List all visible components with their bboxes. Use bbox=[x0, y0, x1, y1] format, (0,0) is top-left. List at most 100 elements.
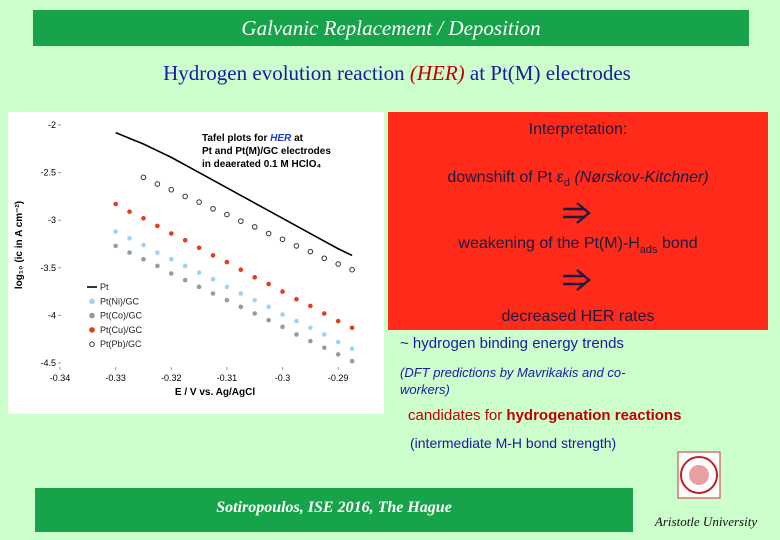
series-point bbox=[224, 211, 230, 218]
series-point bbox=[280, 324, 285, 330]
text: (DFT predictions by Mavrikakis and co- bbox=[400, 365, 626, 380]
series-point bbox=[308, 325, 313, 331]
series-point bbox=[141, 256, 146, 262]
series-point bbox=[335, 318, 341, 324]
subscript: d bbox=[564, 177, 570, 189]
series-point bbox=[127, 250, 132, 255]
x-tick-label: -0.32 bbox=[161, 373, 182, 383]
series-point bbox=[265, 230, 272, 237]
series-point bbox=[127, 235, 132, 241]
series-point bbox=[335, 261, 341, 267]
interpretation-heading: Interpretation: bbox=[529, 121, 628, 138]
series-point bbox=[349, 266, 355, 273]
series-point bbox=[224, 259, 230, 265]
text: (Nørskov-Kitchner) bbox=[574, 169, 708, 186]
series-point bbox=[141, 215, 146, 221]
series-point bbox=[266, 304, 271, 310]
legend-swatch bbox=[89, 298, 95, 305]
text: downshift of Pt ε bbox=[447, 169, 564, 186]
series-point bbox=[196, 270, 202, 275]
chart-panel bbox=[8, 112, 384, 414]
series-point bbox=[308, 338, 313, 344]
series-point bbox=[196, 284, 202, 290]
series-point bbox=[321, 311, 327, 316]
series-point bbox=[196, 245, 202, 251]
series-point bbox=[127, 209, 132, 214]
series-point bbox=[321, 332, 327, 337]
text: bond bbox=[662, 235, 698, 252]
annotation-text: at bbox=[294, 133, 304, 144]
series-point bbox=[168, 231, 174, 236]
chart: log₁₀ (ic in A cm⁻²) E / V vs. Ag/AgCl T… bbox=[8, 112, 384, 414]
legend-swatch bbox=[89, 327, 95, 333]
series-point bbox=[210, 253, 216, 258]
logo bbox=[677, 451, 721, 499]
series-point bbox=[238, 304, 244, 310]
series-point bbox=[210, 205, 216, 212]
series-point bbox=[224, 284, 230, 290]
footer-bar bbox=[35, 488, 633, 532]
series-point bbox=[154, 181, 161, 187]
text: weakening of the Pt(M)-H bbox=[457, 235, 639, 252]
series-point bbox=[252, 275, 258, 280]
legend-label: Pt(Cu)/GC bbox=[100, 325, 143, 335]
series-point bbox=[294, 318, 299, 324]
logo-ring bbox=[680, 456, 718, 494]
x-tick-label: -0.34 bbox=[50, 373, 71, 383]
series-point bbox=[349, 346, 355, 352]
series-point bbox=[252, 311, 258, 316]
interpretation-line: decreased HER rates bbox=[502, 308, 655, 325]
series-point bbox=[182, 263, 188, 269]
subtitle-lead: Hydrogen evolution reaction bbox=[163, 61, 405, 85]
subtitle-tail: at Pt(M) electrodes bbox=[470, 61, 631, 85]
series-point bbox=[294, 332, 299, 337]
series-point bbox=[252, 297, 258, 303]
chart-annotation: Tafel plots for HER at Pt and Pt(M)/GC e… bbox=[202, 133, 334, 170]
annotation-text: Pt and Pt(M)/GC electrodes bbox=[202, 146, 331, 157]
interpretation-line: weakening of the Pt(M)-Hads bond bbox=[457, 235, 697, 257]
x-tick-label: -0.29 bbox=[328, 373, 349, 383]
series-point bbox=[196, 199, 202, 205]
interpretation-line: downshift of Pt εd (Nørskov-Kitchner) bbox=[447, 169, 708, 190]
series-point bbox=[168, 256, 174, 262]
series-point bbox=[308, 303, 313, 309]
annotation-her: HER bbox=[270, 133, 292, 144]
series-point bbox=[335, 352, 341, 357]
arrow bbox=[563, 269, 591, 291]
y-tick-label: -4 bbox=[48, 310, 56, 320]
annotation-text: in deaerated 0.1 M HClO₄ bbox=[202, 159, 321, 170]
subtitle: Hydrogen evolution reaction (HER) at Pt(… bbox=[163, 61, 631, 85]
title-bar bbox=[33, 10, 749, 46]
x-tick-label: -0.31 bbox=[217, 373, 238, 383]
series-line bbox=[115, 131, 353, 257]
logo-head bbox=[689, 465, 709, 485]
annotation-text: Tafel plots for bbox=[202, 133, 267, 144]
title: Galvanic Replacement / Deposition bbox=[241, 16, 540, 40]
series-point bbox=[113, 243, 118, 249]
y-tick-label: -4.5 bbox=[40, 358, 56, 368]
series-point bbox=[140, 174, 147, 181]
x-tick-label: -0.33 bbox=[105, 373, 126, 383]
series-point bbox=[307, 248, 314, 255]
series-point bbox=[280, 289, 285, 294]
series-point bbox=[321, 345, 327, 351]
note: (intermediate M-H bond strength) bbox=[410, 435, 616, 451]
text: hydrogenation reactions bbox=[506, 407, 681, 424]
y-tick-label: -3.5 bbox=[40, 263, 56, 273]
series-point bbox=[113, 229, 118, 234]
y-tick-label: -3 bbox=[48, 215, 56, 225]
series-point bbox=[155, 263, 160, 269]
legend-label: Pt(Co)/GC bbox=[100, 311, 143, 321]
series-point bbox=[279, 236, 286, 243]
text: workers) bbox=[400, 382, 450, 397]
series-point bbox=[182, 193, 188, 200]
series-point bbox=[335, 339, 341, 345]
footer-institution: Aristotle University bbox=[654, 514, 757, 529]
note: candidates for hydrogenation reactions bbox=[408, 407, 681, 424]
legend-label: Pt bbox=[100, 282, 109, 292]
series-point bbox=[293, 243, 300, 249]
legend-label: Pt(Pb)/GC bbox=[100, 339, 142, 349]
subtitle-emph: (HER) bbox=[410, 61, 465, 85]
x-tick-label: -0.3 bbox=[275, 373, 291, 383]
